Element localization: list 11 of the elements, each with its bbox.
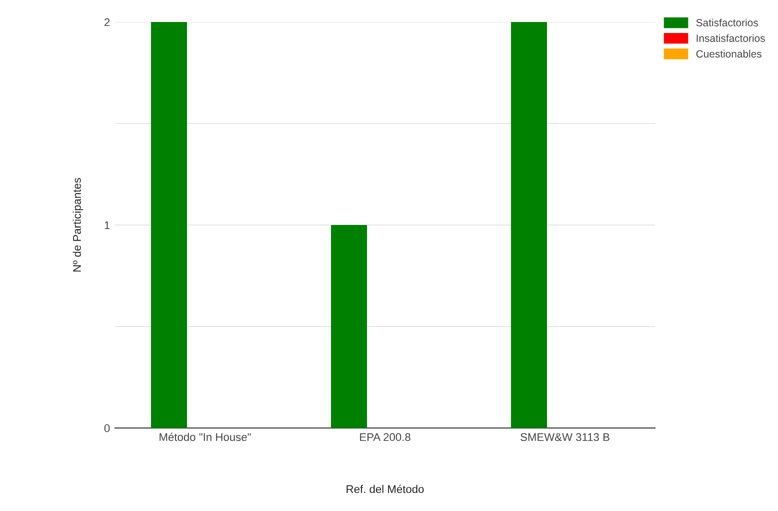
x-axis-title: Ref. del Método — [346, 484, 424, 494]
legend-label: Cuestionables — [696, 50, 762, 58]
y-tick-label: 1 — [104, 221, 110, 230]
y-tick-label: 2 — [104, 18, 110, 26]
x-tick-label: SMEW&W 3113 B — [520, 433, 610, 442]
legend-label: Insatisfactorios — [696, 34, 765, 42]
x-tick-label: Método "In House" — [160, 432, 251, 442]
legend-label: Satisfactorios — [696, 18, 758, 26]
y-axis-title: Nº de Participantes — [72, 178, 84, 272]
y-tick-label: 0 — [104, 424, 110, 432]
x-tick-label: EPA 200.8 — [360, 433, 410, 442]
